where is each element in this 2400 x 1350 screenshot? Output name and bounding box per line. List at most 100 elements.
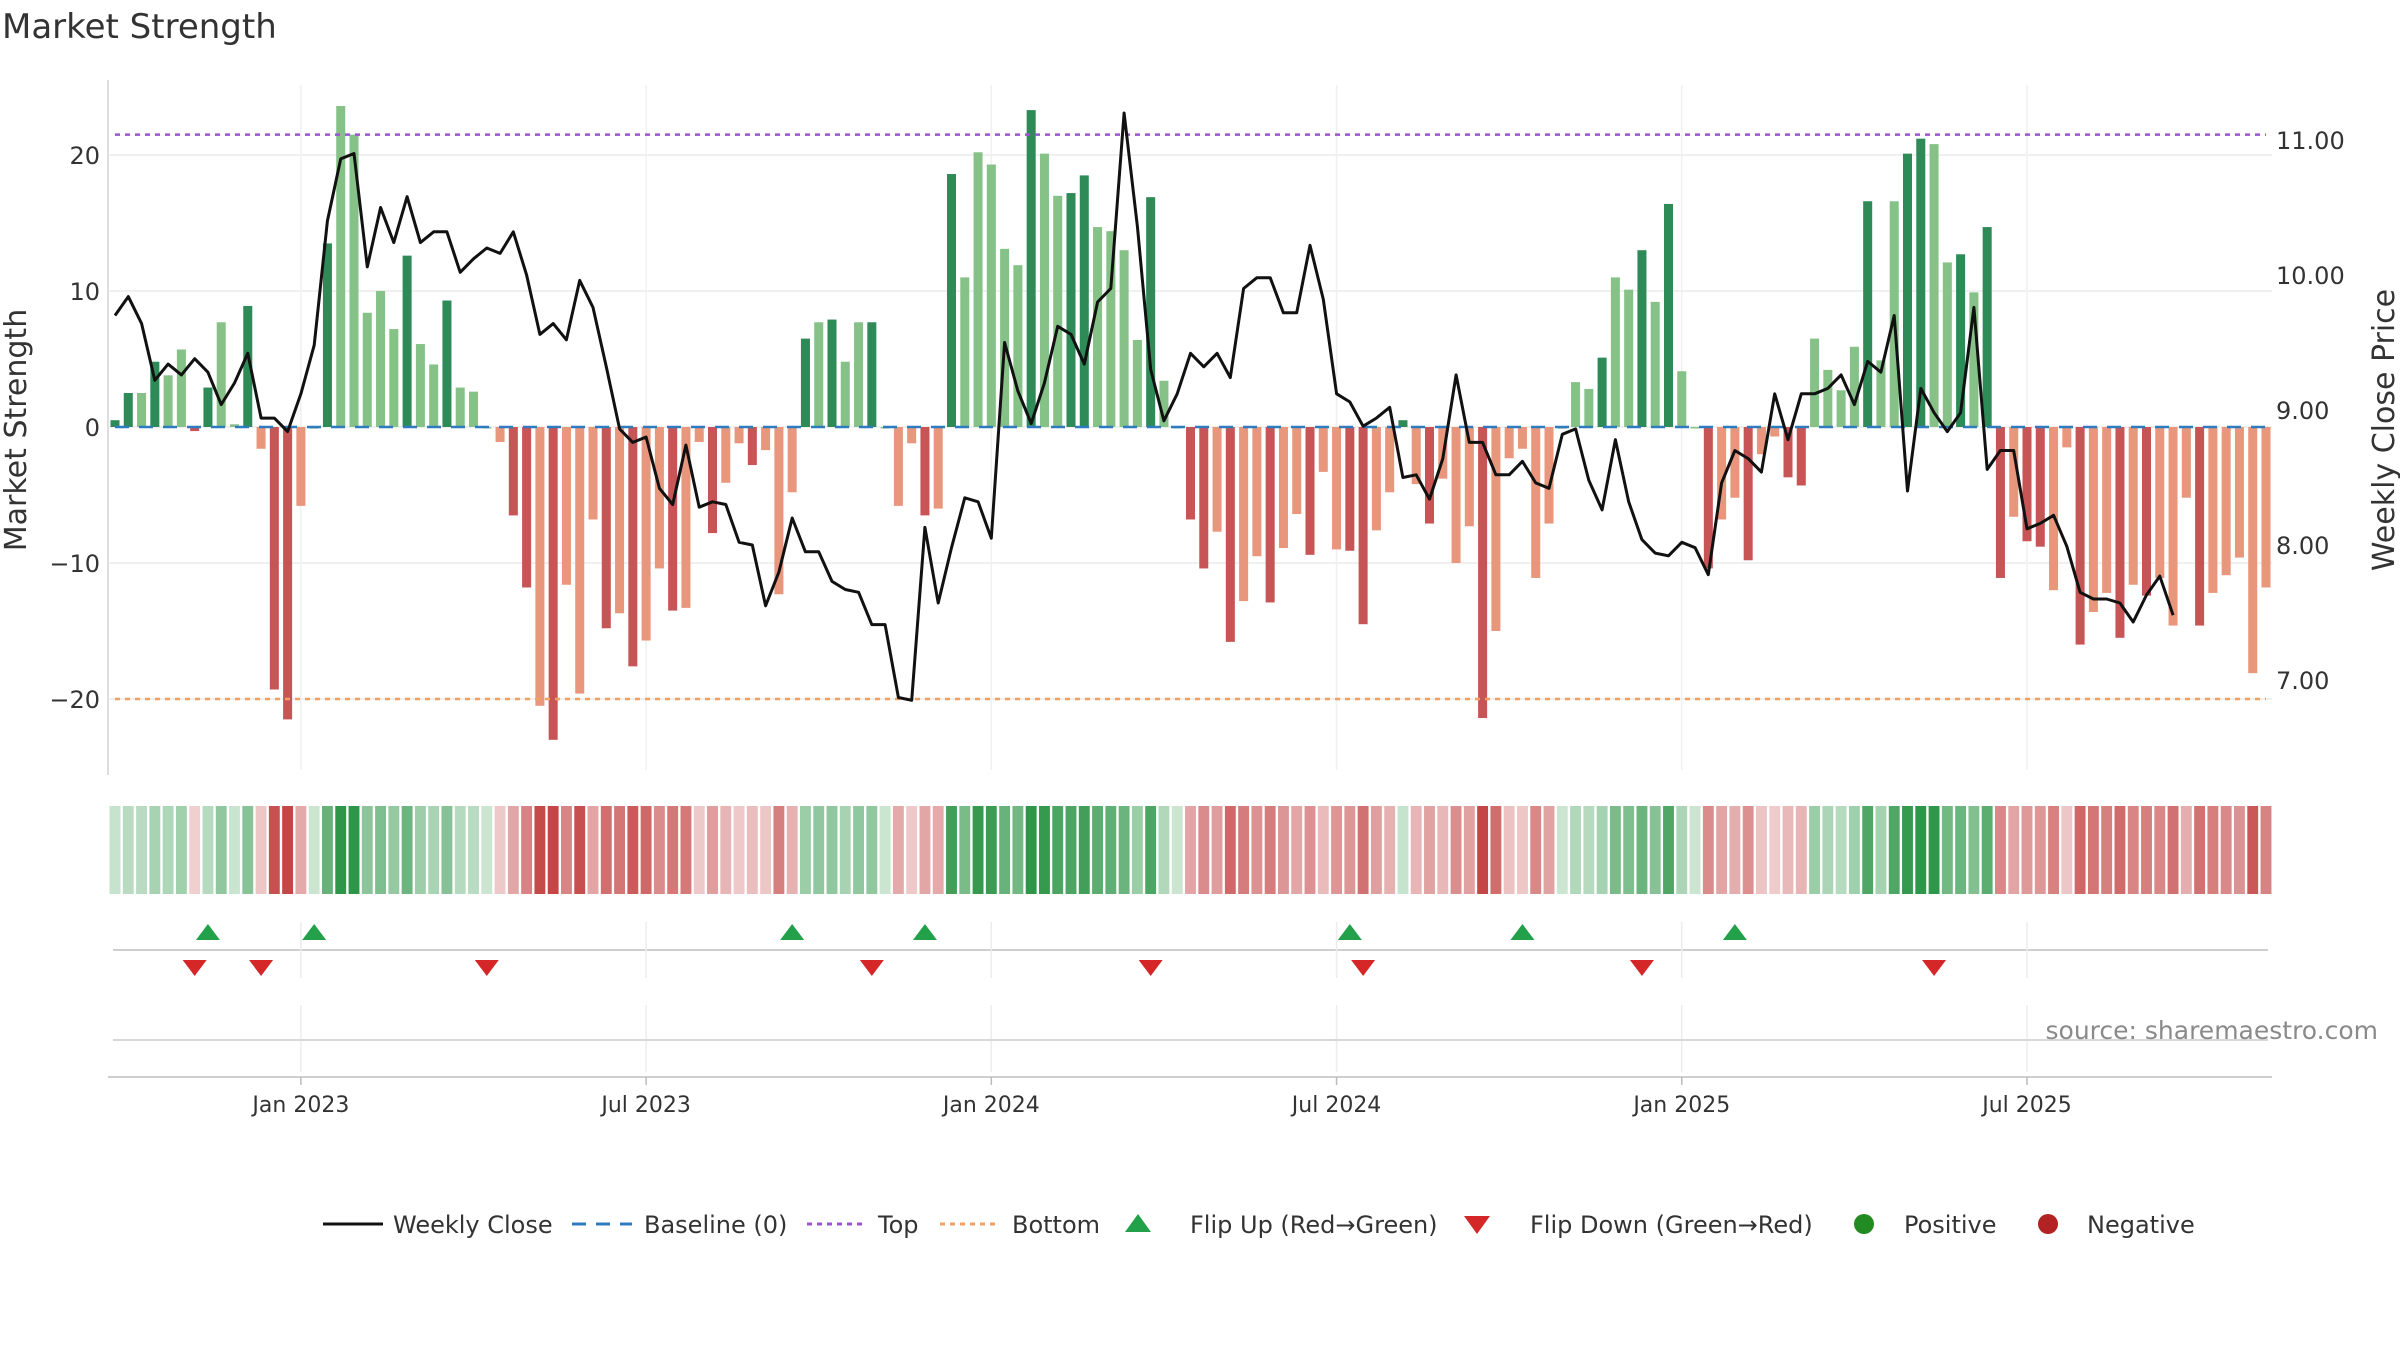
strip-cell — [1915, 806, 1927, 894]
strength-bar — [2155, 427, 2165, 578]
strip-cell — [1370, 806, 1382, 894]
legend-baseline: Baseline (0) — [644, 1211, 787, 1239]
flip-up-marker — [1722, 924, 1747, 940]
strip-cell — [1649, 806, 1661, 894]
strength-bar — [1663, 203, 1674, 427]
strip-cell — [2194, 806, 2206, 894]
strength-bar — [1464, 427, 1474, 527]
strength-bar — [707, 427, 718, 534]
strip-cell — [826, 806, 838, 894]
strength-bar — [1199, 427, 1209, 569]
strip-cell — [680, 806, 692, 894]
strength-bar — [1278, 427, 1288, 549]
strip-cell — [879, 806, 891, 894]
x-tick-label: Jan 2025 — [1631, 1093, 1730, 1118]
strength-bar — [1424, 427, 1435, 524]
strength-bar — [2234, 427, 2244, 558]
strength-bar — [893, 427, 903, 506]
strength-bar — [973, 152, 983, 427]
strength-bar — [1690, 427, 1700, 429]
strength-heat-strip — [109, 806, 2272, 894]
strength-bar — [1916, 138, 1926, 427]
strip-cell — [746, 806, 758, 894]
flip-up-marker — [1510, 924, 1535, 940]
strip-cell — [627, 806, 639, 894]
strip-cell — [361, 806, 373, 894]
strength-bar — [2261, 427, 2271, 588]
strip-cell — [1185, 806, 1196, 894]
strength-bar — [2208, 427, 2218, 593]
strip-cell — [215, 806, 227, 894]
strip-cell — [229, 806, 240, 894]
strength-bar — [442, 300, 452, 427]
strip-cell — [1118, 806, 1130, 894]
flip-up-marker — [1337, 924, 1362, 940]
strip-cell — [1078, 806, 1090, 894]
strip-cell — [1198, 806, 1210, 894]
strip-cell — [1145, 806, 1157, 894]
flip-down-marker — [1351, 960, 1376, 976]
strip-cell — [242, 806, 254, 894]
strength-bar — [2128, 427, 2138, 585]
strip-cell — [1410, 806, 1422, 894]
strip-cell — [1450, 806, 1462, 894]
strip-cell — [866, 806, 878, 894]
strength-bar — [1478, 427, 1488, 719]
strip-cell — [521, 806, 533, 894]
strength-bar — [1956, 254, 1966, 427]
strip-cell — [1317, 806, 1329, 894]
strip-cell — [2260, 806, 2272, 894]
strip-cell — [534, 806, 546, 894]
strip-cell — [1224, 806, 1236, 894]
flip-down-marker — [249, 960, 274, 976]
strength-bar — [1252, 427, 1262, 557]
strength-bar — [548, 427, 558, 740]
strength-bar — [1902, 153, 1913, 427]
strength-bar — [867, 322, 877, 427]
strip-cell — [1517, 806, 1528, 894]
strip-cell — [1384, 806, 1396, 894]
strength-bar — [2248, 427, 2258, 674]
strip-cell — [428, 806, 440, 894]
strip-cell — [2114, 806, 2126, 894]
strength-bar — [1810, 338, 1820, 427]
legend-bottom: Bottom — [1012, 1211, 1100, 1239]
x-tick-label: Jul 2023 — [599, 1093, 691, 1118]
strip-cell — [1397, 806, 1409, 894]
strip-cell — [507, 806, 519, 894]
strip-cell — [1291, 806, 1303, 894]
strength-bar — [2075, 427, 2085, 645]
strip-cell — [1463, 806, 1475, 894]
strip-cell — [1570, 806, 1581, 894]
strength-bar — [336, 106, 346, 427]
left-y-tick-label: −10 — [49, 550, 100, 578]
strip-cell — [773, 806, 785, 894]
strip-cell — [454, 806, 466, 894]
strip-cell — [1875, 806, 1887, 894]
strip-cell — [2087, 806, 2099, 894]
strip-cell — [1131, 806, 1143, 894]
strength-bar — [1836, 390, 1846, 427]
strength-bar — [747, 427, 757, 466]
legend-flip-down-icon — [1464, 1216, 1490, 1234]
strength-bar — [150, 361, 160, 427]
strength-bar — [1610, 277, 1620, 427]
reference-lines — [115, 133, 2266, 701]
strength-bar — [2088, 427, 2098, 612]
strip-cell — [693, 806, 705, 894]
legend-flip-down: Flip Down (Green→Red) — [1530, 1211, 1813, 1239]
strip-cell — [1663, 806, 1674, 894]
flip-down-marker — [1629, 960, 1654, 976]
strip-cell — [1583, 806, 1595, 894]
flip-up-marker — [780, 924, 805, 940]
strength-bar — [1677, 371, 1687, 427]
strip-cell — [494, 806, 506, 894]
strip-cell — [2154, 806, 2166, 894]
strip-cell — [733, 806, 745, 894]
strength-bar — [1026, 110, 1036, 428]
strength-bar — [1013, 265, 1023, 427]
strip-cell — [1556, 806, 1568, 894]
strength-bar — [1000, 248, 1010, 427]
strip-cell — [1039, 806, 1050, 894]
